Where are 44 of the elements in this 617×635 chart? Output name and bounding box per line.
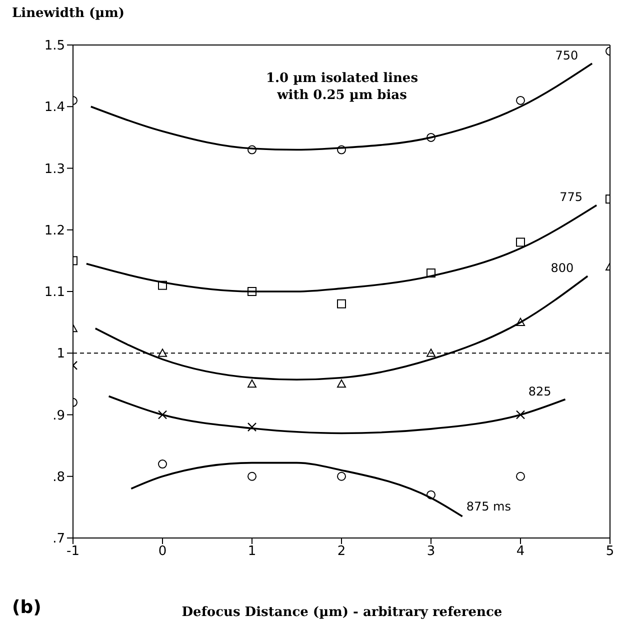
y-tick-label: .9 bbox=[52, 408, 65, 424]
y-tick-label: .8 bbox=[52, 470, 65, 485]
line-series bbox=[130, 462, 464, 518]
x-tick-label: 3 bbox=[426, 544, 436, 560]
series-label: 775 bbox=[560, 190, 583, 204]
y-tick-label: 1.5 bbox=[44, 38, 65, 54]
x-tick-label: 4 bbox=[516, 544, 525, 560]
point bbox=[426, 490, 436, 500]
y-tick-label: .7 bbox=[52, 532, 65, 547]
point bbox=[158, 280, 167, 290]
y-tick-label: 1 bbox=[56, 346, 65, 362]
line-series bbox=[108, 395, 566, 434]
point bbox=[158, 348, 167, 357]
x-tick-label: 5 bbox=[606, 544, 614, 560]
y-tick-label: 1.1 bbox=[44, 285, 65, 300]
x-tick-label: 2 bbox=[337, 544, 346, 560]
y-tick-label: 1.4 bbox=[44, 100, 65, 116]
point bbox=[158, 410, 168, 420]
point bbox=[426, 348, 436, 357]
y-tick-label: 1.3 bbox=[44, 162, 65, 177]
series-label: 750 bbox=[555, 48, 578, 62]
point bbox=[158, 460, 167, 469]
x-axis-title: Defocus Distance (µm) - arbitrary reference bbox=[180, 605, 504, 620]
point bbox=[337, 379, 346, 388]
x-tick-label: 1 bbox=[248, 544, 256, 560]
x-tick-label: 0 bbox=[158, 544, 167, 560]
point bbox=[247, 422, 257, 432]
point bbox=[248, 472, 256, 481]
series-label: 875 ms bbox=[466, 499, 511, 514]
series-label: 825 bbox=[528, 384, 552, 398]
point bbox=[337, 472, 346, 481]
text: (b) bbox=[12, 597, 42, 618]
point bbox=[337, 299, 346, 308]
y-tick-label: 1.2 bbox=[44, 223, 65, 238]
point bbox=[426, 268, 436, 278]
annotation: 1.0 µm isolated lines with 0.25 µm bias bbox=[264, 70, 420, 104]
point bbox=[248, 287, 256, 296]
point bbox=[248, 379, 256, 388]
point bbox=[516, 238, 525, 247]
x-tick-label: -1 bbox=[66, 544, 80, 560]
y-axis-title: Linewidth (µm) bbox=[12, 6, 125, 21]
series-label: 800 bbox=[550, 261, 574, 276]
point bbox=[516, 318, 525, 326]
point bbox=[516, 472, 525, 481]
